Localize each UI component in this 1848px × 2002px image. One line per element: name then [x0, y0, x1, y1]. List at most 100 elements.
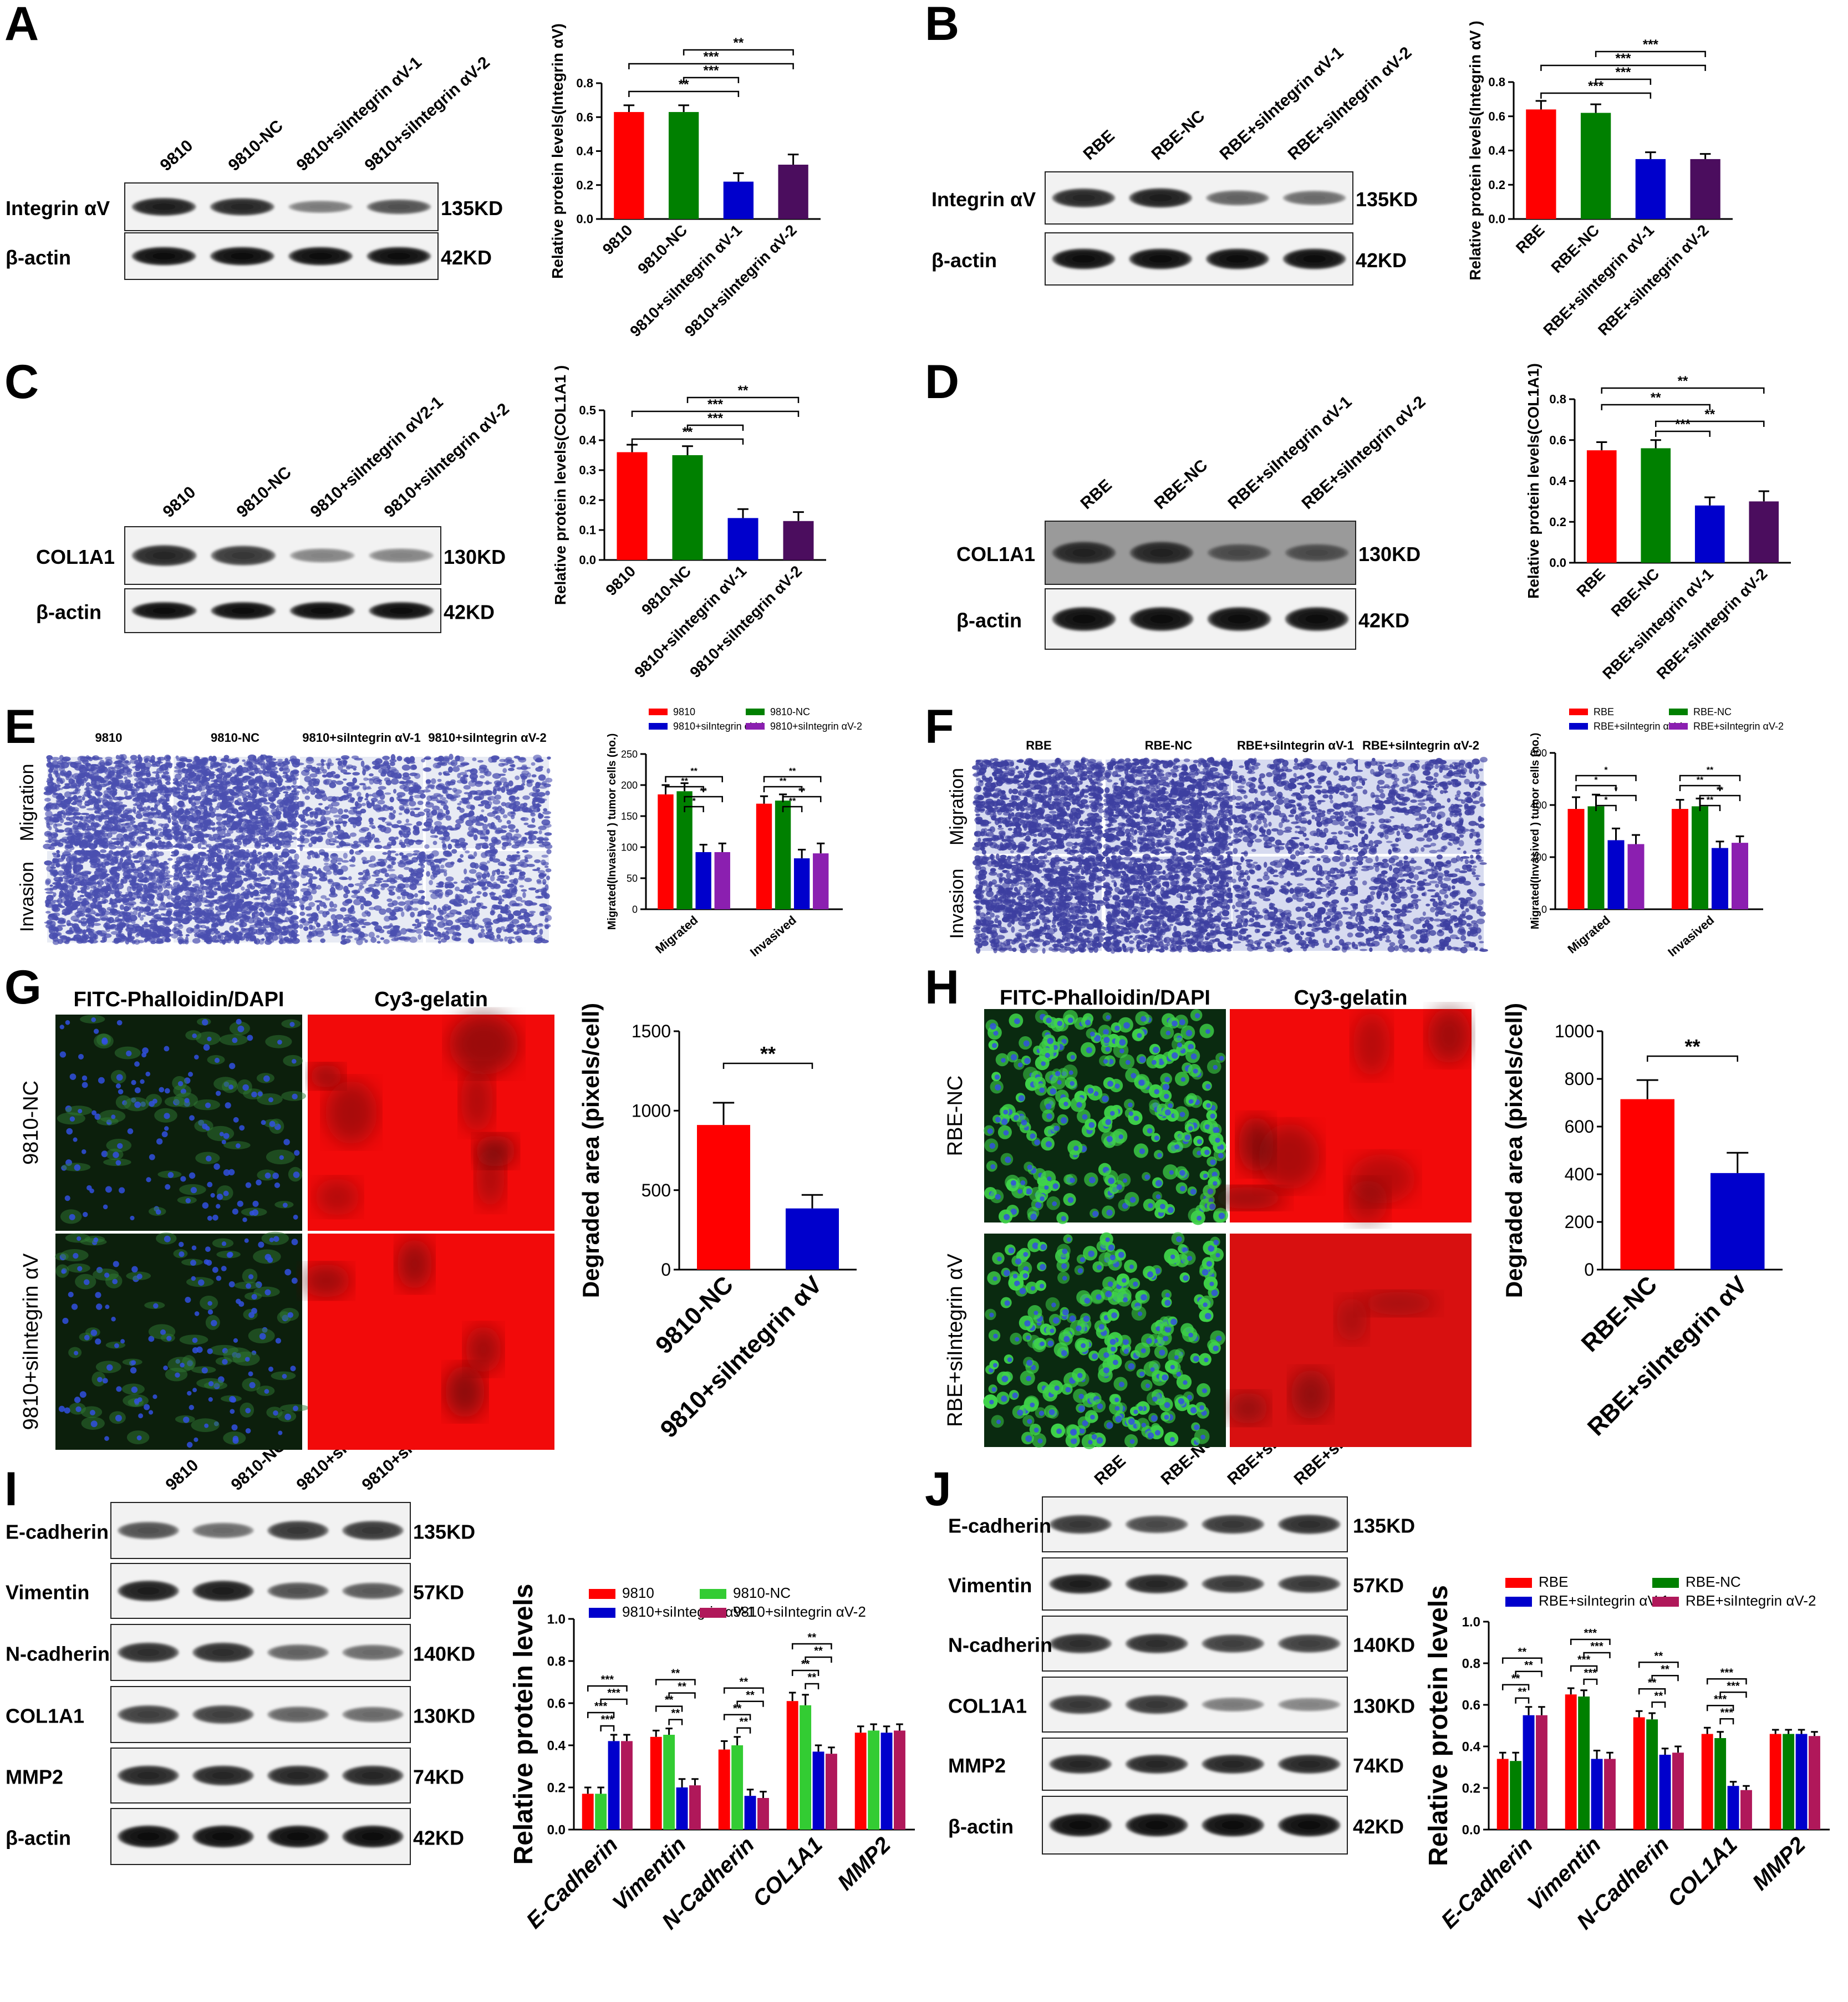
cell — [74, 796, 79, 803]
cell — [450, 839, 460, 843]
kd-label: 42KD — [441, 246, 492, 269]
cell — [298, 924, 303, 929]
cell — [158, 908, 167, 911]
cell — [502, 768, 507, 773]
cell — [257, 852, 262, 855]
cell — [329, 821, 334, 827]
cell — [442, 831, 450, 837]
cell — [403, 833, 410, 838]
cell — [539, 786, 547, 789]
cell — [363, 921, 371, 926]
cell — [170, 854, 177, 857]
cell — [447, 843, 452, 850]
cell — [134, 939, 140, 945]
cell — [201, 847, 207, 850]
cell — [330, 890, 336, 895]
panel-letter-I: I — [4, 1463, 18, 1516]
cell — [217, 865, 223, 873]
cell — [164, 762, 170, 768]
cell — [531, 774, 537, 778]
cell — [101, 898, 107, 902]
cell — [116, 850, 121, 854]
cell — [109, 842, 118, 845]
cell — [197, 822, 203, 825]
cell — [343, 893, 349, 899]
cell — [163, 807, 172, 810]
cell — [283, 799, 292, 806]
cell — [125, 822, 130, 826]
cell — [167, 858, 173, 861]
cell — [249, 874, 258, 878]
cell — [181, 859, 189, 862]
cell — [522, 837, 528, 842]
cell — [346, 935, 353, 939]
cell — [231, 807, 236, 813]
cell — [414, 926, 418, 930]
cell — [248, 781, 254, 786]
cell — [182, 882, 186, 888]
cell — [256, 877, 264, 882]
cell — [442, 790, 449, 794]
blot-band — [1049, 1813, 1112, 1837]
cell — [253, 838, 259, 844]
cell — [58, 877, 63, 882]
cell — [174, 869, 179, 873]
cell — [100, 917, 108, 921]
lane-label: 9810 — [162, 1456, 202, 1494]
cell — [227, 938, 232, 944]
cell — [395, 853, 399, 856]
cell — [409, 786, 415, 793]
cell — [218, 786, 227, 792]
cell — [48, 768, 53, 773]
cell — [521, 806, 528, 813]
cell — [100, 940, 106, 943]
cell — [452, 794, 461, 798]
cell — [375, 807, 382, 813]
blot-band — [118, 1705, 179, 1724]
cell — [194, 824, 202, 831]
cell — [328, 908, 337, 912]
cell — [441, 838, 445, 841]
cell — [337, 862, 342, 865]
cell — [118, 796, 122, 801]
cell — [176, 758, 184, 762]
cell — [144, 921, 148, 925]
blot-band — [366, 199, 431, 215]
cell — [351, 755, 359, 760]
cell — [85, 786, 90, 792]
cell — [275, 887, 284, 894]
cell — [236, 893, 241, 899]
cell — [531, 817, 536, 823]
cell — [520, 817, 529, 822]
cell — [304, 795, 310, 800]
cell — [339, 928, 347, 933]
cell — [64, 844, 70, 850]
cell — [170, 933, 179, 939]
cell — [306, 756, 314, 762]
cell — [236, 840, 242, 846]
protein-label: β-actin — [36, 601, 101, 624]
cell — [510, 764, 516, 768]
cell — [475, 818, 481, 823]
cell — [235, 881, 243, 887]
cell — [288, 894, 295, 900]
cell — [83, 935, 88, 941]
cell — [51, 864, 55, 867]
cell — [290, 905, 296, 908]
blot-band — [1052, 541, 1116, 564]
cell — [400, 928, 407, 935]
cell — [179, 817, 186, 822]
cell — [87, 819, 95, 824]
cell — [56, 850, 60, 854]
cell — [307, 934, 315, 938]
cell — [128, 842, 136, 848]
cell — [411, 898, 420, 903]
cell — [372, 776, 380, 779]
cell — [181, 844, 190, 849]
cell — [348, 809, 357, 815]
cell — [266, 851, 273, 857]
cell — [68, 778, 74, 785]
cell — [384, 915, 390, 922]
cell — [120, 853, 125, 858]
cell — [358, 920, 364, 925]
